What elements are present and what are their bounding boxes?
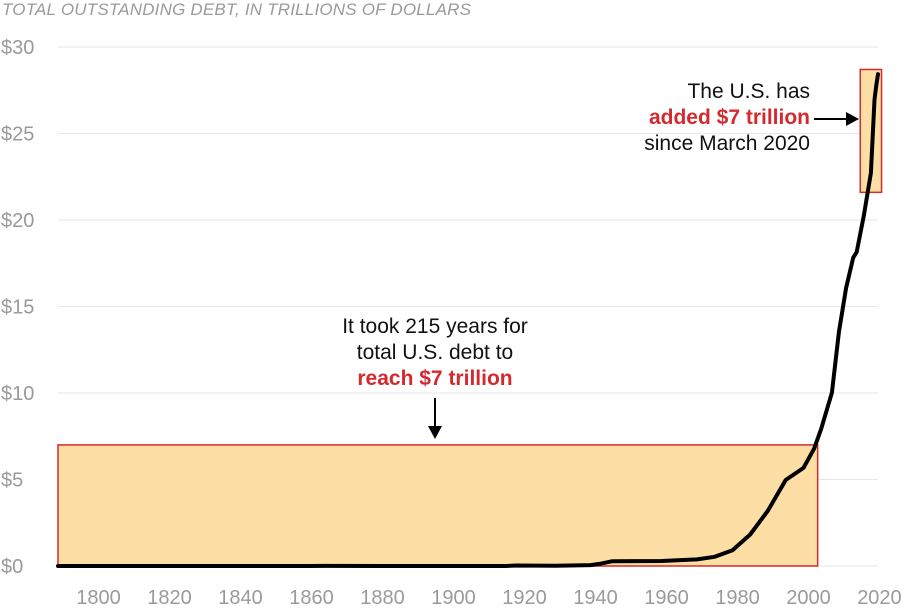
x-tick-label: 1940 [573, 587, 618, 608]
x-tick-label: 1960 [644, 587, 689, 608]
x-tick-label: 1980 [715, 587, 760, 608]
y-tick-label: $5 [1, 470, 23, 492]
arrow-right-head [846, 112, 859, 126]
y-tick-label: $20 [1, 210, 34, 232]
x-tick-label: 2020 [857, 587, 902, 608]
x-tick-label: 1800 [76, 587, 121, 608]
y-tick-label: $15 [1, 297, 34, 319]
annotation-arrows [428, 112, 859, 439]
x-tick-label: 1820 [147, 587, 192, 608]
annotation-right: The U.S. has added $7 trillion since Mar… [570, 79, 810, 157]
debt-series-line [56, 72, 880, 568]
arrow-down-head [428, 426, 442, 439]
x-tick-label: 1900 [431, 587, 476, 608]
annotation-left-line1: It took 215 years for [342, 315, 528, 338]
annotation-left: It took 215 years for total U.S. debt to… [280, 314, 590, 392]
annotation-left-highlight: reach $7 trillion [357, 367, 513, 390]
annotation-right-highlight: added $7 trillion [648, 106, 810, 129]
y-axis: $0 $5 $10 $15 $20 $25 $30 [1, 37, 34, 578]
x-tick-label: 1880 [360, 587, 405, 608]
x-tick-label: 1860 [289, 587, 334, 608]
annotation-left-line2: total U.S. debt to [356, 341, 514, 364]
x-tick-label: 1920 [502, 587, 547, 608]
annotation-right-line1: The U.S. has [687, 80, 810, 103]
chart-title: TOTAL OUTSTANDING DEBT, IN TRILLIONS OF … [2, 0, 472, 19]
annotation-right-line3: since March 2020 [644, 132, 810, 155]
x-tick-label: 2000 [786, 587, 831, 608]
highlight-region [57, 444, 819, 567]
y-tick-label: $0 [1, 556, 23, 578]
y-tick-label: $30 [1, 37, 34, 59]
x-tick-label: 1840 [218, 587, 263, 608]
x-axis: 1800 1820 1840 1860 1880 1900 1920 1940 1960 1980… [76, 587, 901, 608]
y-tick-label: $10 [1, 383, 34, 405]
y-tick-label: $25 [1, 124, 34, 146]
